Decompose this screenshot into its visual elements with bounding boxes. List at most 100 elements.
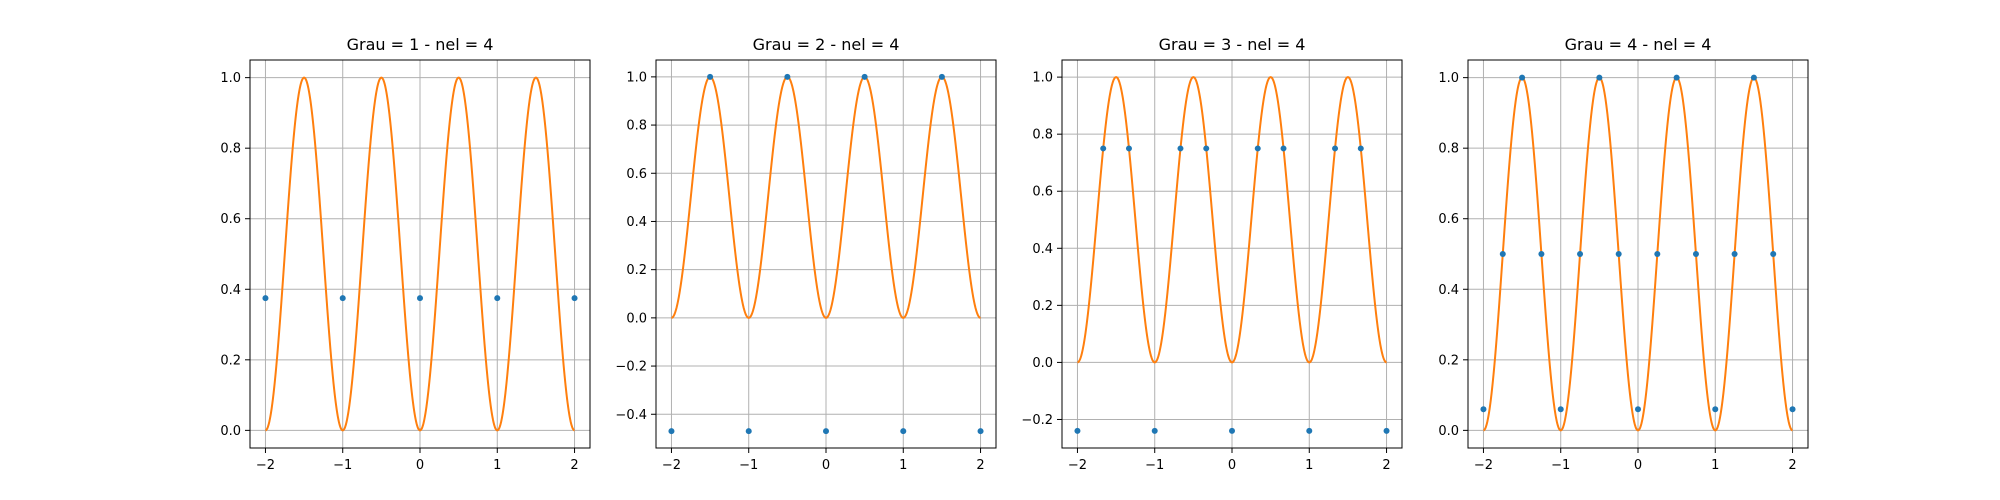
data-point xyxy=(1177,145,1184,152)
data-point xyxy=(1519,74,1526,81)
y-tick-label: 1.0 xyxy=(1438,71,1459,86)
data-point xyxy=(1750,74,1757,81)
subplot-2: −2 −1 0 1 2 −0.4 −0.2 0.0 0.2 0.4 0.6 0.8 1.0 Grau = … xyxy=(615,35,997,473)
data-point xyxy=(417,295,423,302)
data-point xyxy=(262,295,269,302)
y-tick-label: 0.0 xyxy=(1438,424,1459,439)
data-point xyxy=(1615,251,1622,257)
x-tick-label: 2 xyxy=(570,458,578,473)
data-point xyxy=(339,295,346,302)
x-tick-label: 0 xyxy=(1228,458,1236,473)
y-tick-label: −0.2 xyxy=(615,360,647,375)
data-point xyxy=(571,295,578,302)
data-point xyxy=(1538,251,1545,257)
data-point xyxy=(1635,406,1641,413)
data-point xyxy=(1357,145,1364,152)
data-point xyxy=(1229,427,1235,434)
y-tick-label: 1.0 xyxy=(1032,71,1053,86)
data-point xyxy=(1654,251,1661,257)
data-point xyxy=(938,73,945,80)
y-tick-label: 0.2 xyxy=(220,353,241,368)
x-tick-label: 0 xyxy=(416,458,424,473)
x-tick-label: −2 xyxy=(662,458,681,473)
data-point xyxy=(745,428,752,435)
data-point xyxy=(1596,74,1603,81)
x-tick-label: 0 xyxy=(822,458,830,473)
y-tick-label: 0.8 xyxy=(1438,142,1459,157)
x-tick-label: −2 xyxy=(1474,458,1493,473)
y-tick-label: 0.4 xyxy=(1032,242,1053,257)
data-point xyxy=(1383,427,1390,434)
y-tick-label: 0.4 xyxy=(1438,283,1459,298)
x-tick-label: 2 xyxy=(1788,458,1796,473)
y-tick-label: −0.2 xyxy=(1021,413,1053,428)
data-point xyxy=(1692,251,1699,257)
data-point xyxy=(1499,251,1506,257)
y-tick-label: 0.4 xyxy=(220,283,241,298)
y-tick-label: 0.2 xyxy=(626,263,647,278)
y-tick-label: 0.8 xyxy=(220,142,241,157)
data-point xyxy=(1203,145,1210,152)
x-tick-label: −1 xyxy=(739,458,758,473)
data-point xyxy=(1712,406,1719,413)
curve-line xyxy=(671,75,981,319)
y-tick-label: 1.0 xyxy=(626,70,647,85)
y-tick-label: 0.4 xyxy=(626,215,647,230)
data-point xyxy=(1306,427,1313,434)
data-point xyxy=(784,73,791,80)
data-point xyxy=(668,428,675,435)
y-tick-label: 0.6 xyxy=(1438,212,1459,227)
x-tick-label: −2 xyxy=(1068,458,1087,473)
y-tick-label: 0.0 xyxy=(1032,356,1053,371)
subplot-4: −2 −1 0 1 2 0.0 0.2 0.4 0.6 0.8 1.0 Grau = 4 - nel … xyxy=(1438,35,1809,473)
data-point xyxy=(1074,427,1081,434)
data-point xyxy=(823,428,829,435)
data-point xyxy=(1789,406,1796,413)
y-tick-label: 0.8 xyxy=(626,119,647,134)
curve-line xyxy=(1483,76,1793,432)
data-point xyxy=(1731,251,1738,257)
y-tick-label: 0.8 xyxy=(1032,128,1053,143)
data-point xyxy=(1280,145,1287,152)
subplot-1: −2 −1 0 1 2 0.0 0.2 0.4 0.6 0.8 1.0 Grau = 1 - nel … xyxy=(220,35,591,473)
subplot-3: −2 −1 0 1 2 −0.2 0.0 0.2 0.4 0.6 0.8 1.0 Grau = 3 - … xyxy=(1021,35,1403,473)
y-tick-label: 0.2 xyxy=(1438,353,1459,368)
x-tick-label: 2 xyxy=(976,458,984,473)
data-point xyxy=(1100,145,1107,152)
x-tick-label: −2 xyxy=(256,458,275,473)
subplots: −2 −1 0 1 2 0.0 0.2 0.4 0.6 0.8 1.0 Grau = 1 - nel … xyxy=(220,35,1809,473)
subplot-title: Grau = 3 - nel = 4 xyxy=(1159,35,1306,54)
data-point xyxy=(977,428,984,435)
x-tick-label: 1 xyxy=(1711,458,1719,473)
y-tick-label: 0.0 xyxy=(626,311,647,326)
data-point xyxy=(900,428,907,435)
y-tick-label: 0.6 xyxy=(220,212,241,227)
y-tick-label: 0.2 xyxy=(1032,299,1053,314)
y-tick-label: 0.0 xyxy=(220,424,241,439)
y-tick-label: −0.4 xyxy=(615,408,647,423)
data-point xyxy=(1577,251,1584,257)
data-point xyxy=(1332,145,1339,152)
x-tick-label: 1 xyxy=(1305,458,1313,473)
x-tick-label: −1 xyxy=(1551,458,1570,473)
x-tick-label: 2 xyxy=(1382,458,1390,473)
y-tick-label: 1.0 xyxy=(220,71,241,86)
x-tick-label: 1 xyxy=(899,458,907,473)
data-point xyxy=(1557,406,1564,413)
curve-line xyxy=(265,76,575,432)
x-tick-label: −1 xyxy=(1145,458,1164,473)
data-point xyxy=(1673,74,1680,81)
y-tick-label: 0.6 xyxy=(626,167,647,182)
data-point xyxy=(1151,427,1158,434)
x-tick-label: 0 xyxy=(1634,458,1642,473)
data-point xyxy=(1770,251,1777,257)
data-point xyxy=(1480,406,1487,413)
x-tick-label: −1 xyxy=(333,458,352,473)
subplot-title: Grau = 2 - nel = 4 xyxy=(753,35,900,54)
subplot-title: Grau = 1 - nel = 4 xyxy=(347,35,494,54)
data-point xyxy=(1254,145,1261,152)
data-point xyxy=(707,73,714,80)
y-tick-label: 0.6 xyxy=(1032,185,1053,200)
